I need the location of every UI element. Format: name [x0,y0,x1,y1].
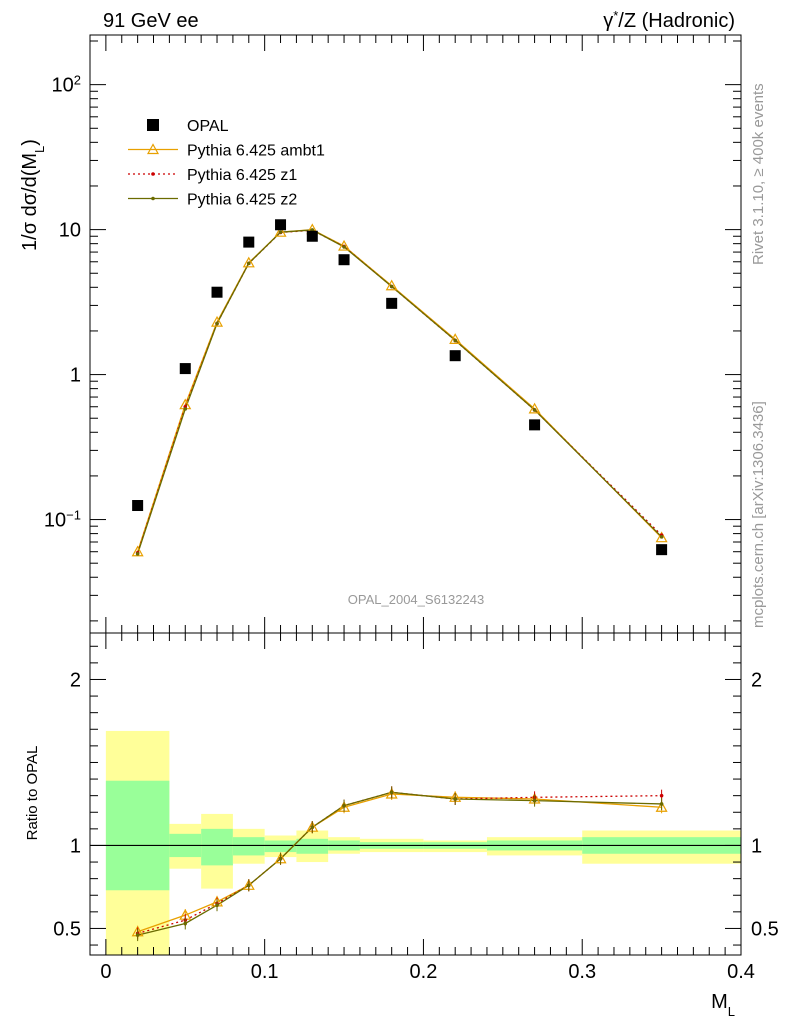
data-point-ambt1 [385,279,398,291]
data-point-data [132,500,144,512]
data-point-z2 [135,552,140,556]
data-point-data [306,230,318,242]
ratio-y-tick-label-right: 1 [751,835,762,857]
data-point-data [529,419,541,431]
legend-marker-data [147,119,159,131]
x-tick-label: 0.2 [410,961,438,983]
data-point-z2 [215,321,219,326]
data-point-ambt1 [274,225,287,237]
data-point-z2 [659,802,664,806]
header-left: 91 GeV ee [103,10,199,32]
ratio-band-inner [201,828,233,866]
x-tick-label: 0.4 [727,961,755,983]
data-point-z2 [342,803,346,808]
ratio-band-inner [296,838,329,854]
data-point-data [275,219,287,231]
legend-marker-z2 [151,196,155,201]
data-point-z2 [246,261,251,266]
legend-marker-z1 [151,172,155,176]
main-axes: 10−1 1 10 102 [44,35,742,633]
ratio-y-axis-label: Ratio to OPAL [24,746,41,841]
x-axis-label-subscript: L [728,1004,735,1019]
x-tick-label: 0.3 [568,961,596,983]
data-point-z2 [246,883,251,888]
main-y-tick-label: 10 [59,220,81,242]
legend-marker-ambt1 [146,143,160,155]
data-point-z2 [389,790,394,795]
ratio-line-z1 [137,791,662,935]
header-right-superscript: * [613,8,618,23]
data-point-data [656,544,668,556]
data-point-ambt1 [242,256,255,268]
x-axis-label: ML [711,991,735,1019]
data-point-z2 [278,856,283,861]
data-point-ambt1 [655,531,668,543]
legend-label-data: OPAL [187,118,229,135]
main-y-tick-label: 10−1 [44,507,81,532]
data-point-z2 [183,921,188,926]
watermark: OPAL_2004_S6132243 [348,592,484,607]
ratio-y-tick-label-left: 1 [70,835,81,857]
x-tick-label: 0.1 [251,961,279,983]
ratio-plot-area [90,730,741,955]
data-point-ambt1 [449,333,462,344]
data-point-ambt1 [211,315,224,327]
data-point-z2 [453,797,457,801]
data-point-z1 [659,793,664,798]
legend-label-z1: Pythia 6.425 z1 [187,167,297,184]
main-plot-area [131,219,668,557]
mcplots-label: mcplots.cern.ch [arXiv:1306.3436] [750,401,767,628]
data-point-z2 [659,535,664,539]
data-point-z2 [342,245,346,249]
data-point-data [449,350,461,362]
data-point-z2 [389,284,394,289]
data-point-ambt1 [655,801,668,812]
data-point-z2 [453,338,457,343]
data-point-z2 [532,408,537,412]
data-point-data [211,286,223,298]
ratio-y-tick-label-left: 2 [70,669,81,691]
ratio-band-inner [264,840,297,853]
data-point-data [243,236,255,248]
main-panel: 10−1 1 10 102 1/σ dσ/d(ML) OPAL_2004_S61322… [19,34,742,634]
header-right: γ*/Z (Hadronic) [603,8,735,33]
data-point-ambt1 [131,545,144,557]
data-point-ambt1 [338,239,351,251]
data-point-z2 [310,825,315,829]
data-point-z2 [532,798,537,803]
data-point-data [179,363,191,375]
data-point-z2 [135,933,140,937]
ratio-y-tick-label-right: 2 [751,669,762,691]
ratio-band-inner [232,837,265,856]
x-tick-label: 0 [100,961,111,983]
ratio-panel: 0.5 0.5 1 1 2 2 0 0.1 0.2 0.3 0.4 Ratio to OPAL ML [24,632,779,1019]
main-y-tick-label: 102 [52,72,81,97]
data-point-data [338,254,350,266]
ratio-band-inner [105,780,170,891]
main-y-axis-label-subscript: L [32,146,47,153]
legend-label-z2: Pythia 6.425 z2 [187,192,297,209]
legend-label-ambt1: Pythia 6.425 ambt1 [187,143,325,160]
main-y-tick-label: 1 [70,365,81,387]
rivet-label: Rivet 3.1.10, ≥ 400k events [750,83,767,265]
ratio-y-tick-label-left: 0.5 [53,918,81,940]
data-point-z2 [183,407,188,411]
data-point-z2 [215,903,219,908]
main-y-axis-label: 1/σ dσ/d(ML) [19,139,47,251]
ratio-axes: 0.5 0.5 1 1 2 2 0 0.1 0.2 0.3 0.4 [53,633,779,983]
data-point-ambt1 [528,402,541,414]
ratio-frame [89,632,742,956]
data-point-data [386,297,398,309]
data-point-z2 [278,230,283,234]
ratio-y-tick-label-right: 0.5 [751,918,779,940]
legend: OPAL Pythia 6.425 ambt1 Pythia 6.425 z1 Pyt… [128,118,325,209]
